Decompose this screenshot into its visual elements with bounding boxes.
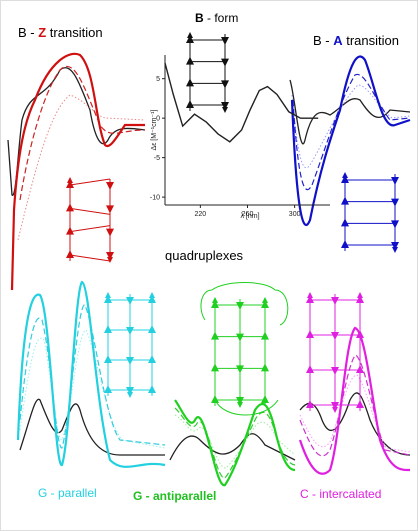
bz-prefix: B - (18, 25, 38, 40)
y-tick-label: 0 (156, 116, 160, 123)
ba-title: B - A transition (313, 33, 399, 48)
bz-suffix: transition (46, 25, 102, 40)
figure: B - Z transition B - A transition B - fo… (0, 0, 418, 531)
frame (1, 1, 418, 531)
b-form-bold: B (195, 11, 204, 25)
y-tick-label: -10 (150, 195, 160, 202)
ba-prefix: B - (313, 33, 333, 48)
b-form-rest: - form (204, 11, 239, 25)
section-label: quadruplexes (165, 248, 244, 263)
g-parallel-label: G - parallel (38, 486, 97, 500)
ba-suffix: transition (343, 33, 399, 48)
bz-highlight: Z (38, 25, 46, 40)
b-form-title: B - form (195, 11, 238, 25)
bz-title: B - Z transition (18, 25, 103, 40)
y-tick-label: -5 (154, 155, 160, 162)
y-tick-label: 5 (156, 76, 160, 83)
c-intercalated-label: C - intercalated (300, 487, 381, 501)
x-tick-label: 300 (289, 211, 301, 218)
page: {"bz_title": {"prefix": "B - ", "highlig… (0, 0, 418, 531)
g-antiparallel-label: G - antiparallel (133, 489, 216, 503)
x-tick-label: 260 (242, 211, 254, 218)
x-tick-label: 220 (195, 211, 207, 218)
